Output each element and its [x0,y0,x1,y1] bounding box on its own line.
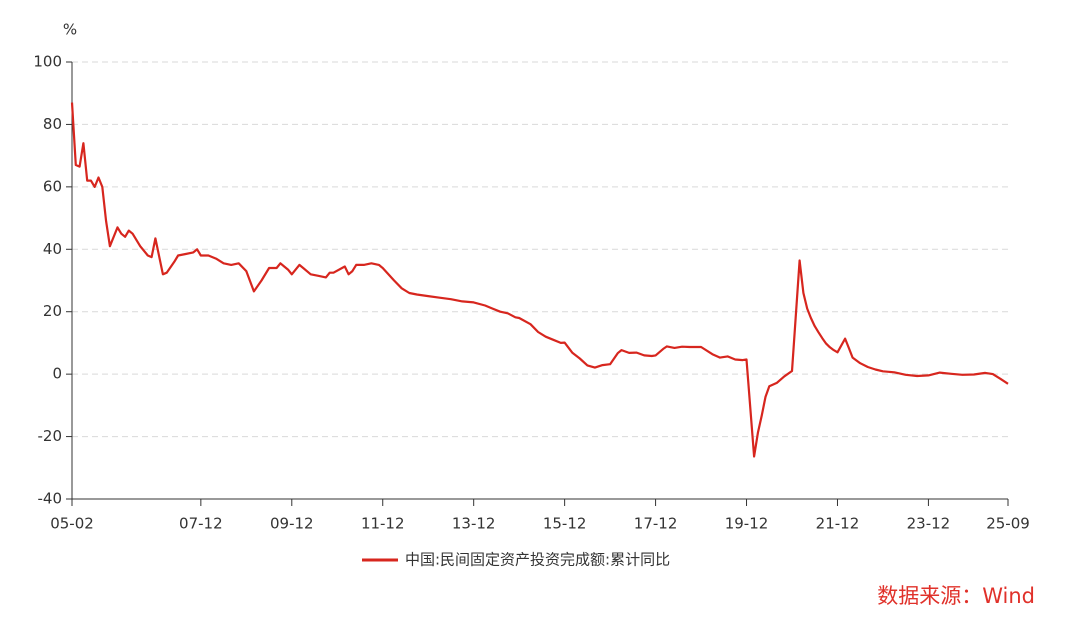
y-tick-label: 60 [43,177,62,195]
y-tick-label: 80 [43,115,62,133]
x-tick-label: 07-12 [179,515,223,533]
x-tick-label: 23-12 [907,515,951,533]
y-tick-label: -40 [38,490,63,508]
x-tick-label: 19-12 [725,515,769,533]
x-tick-label: 09-12 [270,515,314,533]
x-tick-label: 13-12 [452,515,496,533]
y-tick-label: 100 [33,53,62,71]
source-note: 数据来源：Wind [877,584,1035,608]
y-tick-label: 40 [43,240,62,258]
x-tick-label: 05-02 [50,515,94,533]
x-tick-label: 11-12 [361,515,405,533]
x-tick-label: 21-12 [816,515,860,533]
y-tick-label: 20 [43,302,62,320]
y-tick-label: 0 [52,365,62,383]
x-tick-label: 17-12 [634,515,678,533]
x-tick-label: 25-09 [986,515,1030,533]
x-tick-label: 15-12 [543,515,587,533]
data-line [70,102,1009,458]
y-unit: % [63,21,77,39]
y-tick-label: -20 [38,427,63,445]
legend-label: 中国:民间固定资产投资完成额:累计同比 [405,551,670,569]
